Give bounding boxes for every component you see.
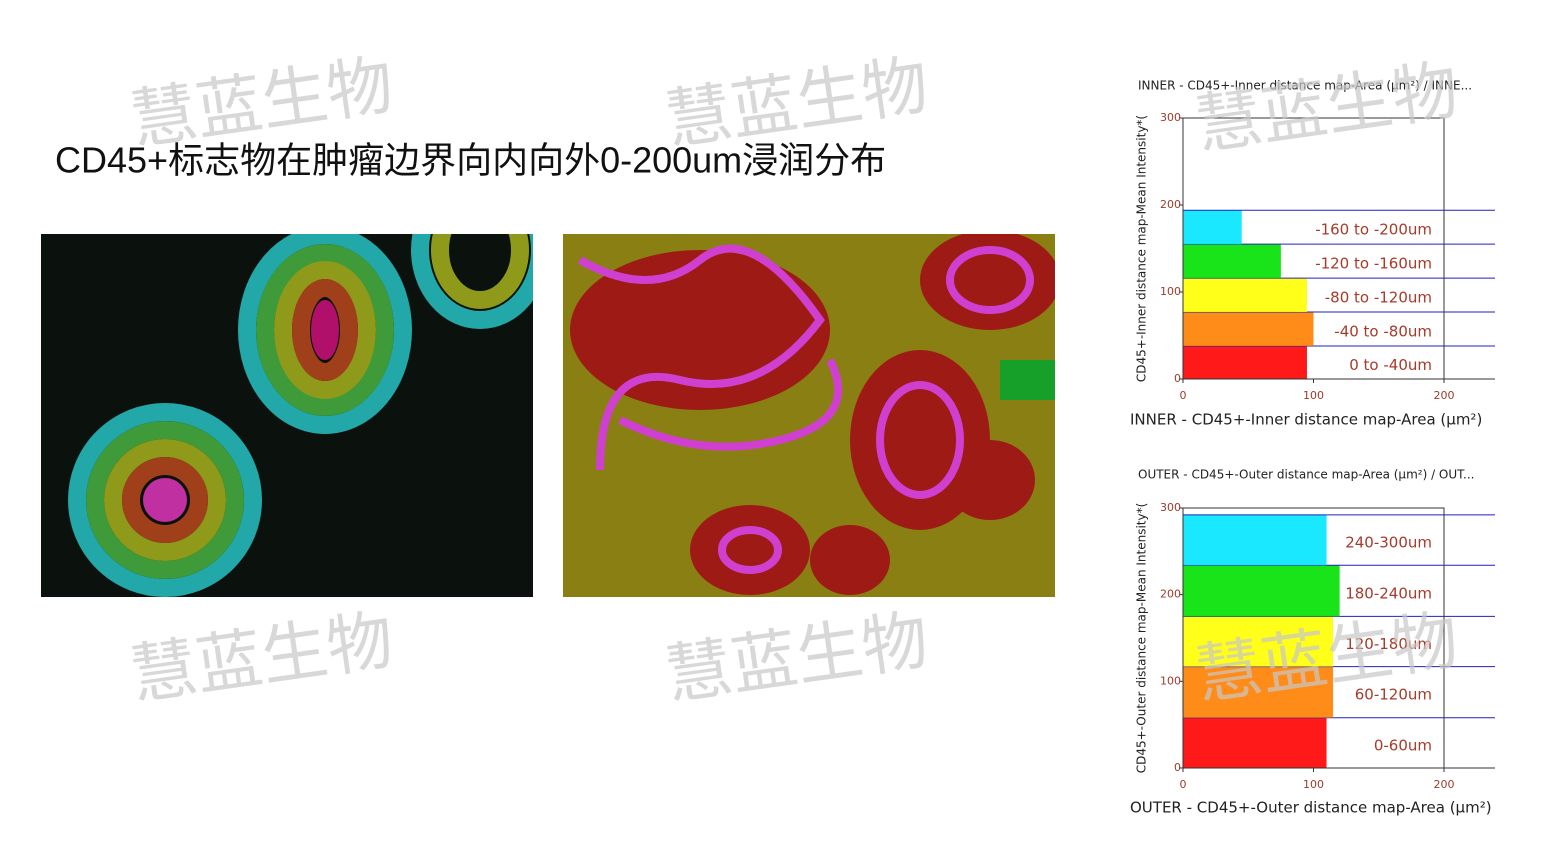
gate-population: [1183, 244, 1281, 279]
tissue-image-left: [41, 234, 533, 597]
gate-label: 240-300um: [1345, 534, 1432, 552]
x-tick-label: 200: [1434, 389, 1455, 402]
x-axis-label: INNER - CD45+-Inner distance map-Area (µ…: [1130, 411, 1482, 429]
gate-label: -120 to -160um: [1315, 255, 1432, 273]
gate-label: 0-60um: [1374, 736, 1432, 754]
gate-population: [1183, 210, 1242, 245]
gate-label: 180-240um: [1345, 584, 1432, 602]
gate-population: [1183, 312, 1314, 346]
y-tick-label: 200: [1160, 588, 1181, 601]
gate-population: [1183, 278, 1307, 313]
gate-label: 120-180um: [1345, 635, 1432, 653]
y-tick-label: 100: [1160, 285, 1181, 298]
x-axis-label: OUTER - CD45+-Outer distance map-Area (µ…: [1130, 799, 1492, 817]
tissue-image-right: [563, 234, 1055, 597]
y-axis-label: CD45+-Inner distance map-Mean Intensity*…: [1135, 115, 1149, 382]
gate-population: [1183, 565, 1340, 617]
y-tick-label: 100: [1160, 674, 1181, 687]
chart-title: INNER - CD45+-Inner distance map-Area (µ…: [1138, 79, 1472, 93]
watermark: 慧蓝生物: [661, 601, 933, 714]
x-tick-label: 0: [1180, 389, 1187, 402]
x-tick-label: 100: [1303, 389, 1324, 402]
x-tick-label: 100: [1303, 778, 1324, 791]
y-tick-label: 0: [1174, 372, 1181, 385]
gate-label: -40 to -80um: [1334, 322, 1432, 340]
y-tick-label: 200: [1160, 198, 1181, 211]
watermark: 慧蓝生物: [1191, 51, 1463, 164]
y-tick-label: 0: [1174, 761, 1181, 774]
x-tick-label: 0: [1180, 778, 1187, 791]
gate-population: [1183, 616, 1334, 667]
gate-population: [1183, 345, 1307, 379]
gate-population: [1183, 717, 1327, 768]
watermark: 慧蓝生物: [126, 601, 398, 714]
gate-population: [1183, 666, 1334, 718]
slide-title: CD45+标志物在肿瘤边界向内向外0-200um浸润分布: [55, 140, 886, 181]
y-axis-label: CD45+-Outer distance map-Mean Intensity*…: [1135, 503, 1149, 774]
y-tick-label: 300: [1160, 501, 1181, 514]
chart-title: OUTER - CD45+-Outer distance map-Area (µ…: [1138, 468, 1475, 482]
x-tick-label: 200: [1434, 778, 1455, 791]
gate-population: [1183, 514, 1327, 566]
gate-label: -160 to -200um: [1315, 221, 1432, 239]
y-tick-label: 300: [1160, 111, 1181, 124]
gate-label: 60-120um: [1355, 686, 1432, 704]
gate-label: 0 to -40um: [1349, 356, 1432, 374]
gate-label: -80 to -120um: [1325, 289, 1432, 307]
